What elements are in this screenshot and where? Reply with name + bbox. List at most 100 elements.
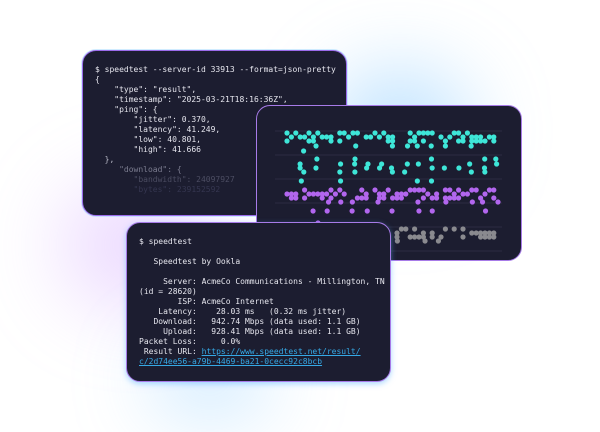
dot [473, 134, 479, 140]
dot [468, 143, 474, 149]
dot [364, 208, 370, 214]
dot [415, 199, 421, 205]
dot [293, 191, 299, 197]
dot [478, 138, 484, 144]
dot [403, 191, 409, 197]
dot [313, 143, 319, 149]
dot [407, 130, 413, 136]
dot [491, 230, 497, 236]
json-line: $ speedtest --server-id 33913 --format=j… [95, 65, 336, 74]
dot [385, 134, 391, 140]
dot [353, 143, 359, 149]
dot [328, 195, 334, 201]
command: $ speedtest [139, 237, 192, 246]
dot [398, 226, 404, 232]
dot [420, 234, 426, 240]
json-line: "type": "result", [95, 85, 197, 94]
dot [313, 165, 319, 171]
dot [284, 191, 290, 197]
dot [451, 195, 457, 201]
dot [297, 165, 303, 171]
dot [310, 191, 316, 197]
dot [482, 230, 488, 236]
dot [315, 191, 321, 197]
dot [491, 134, 497, 140]
dot [428, 156, 435, 162]
isp-line: ISP: AcmeCo Internet [139, 297, 274, 306]
dot [363, 191, 369, 197]
dot [352, 156, 358, 162]
dot [473, 187, 479, 193]
dot [434, 191, 440, 197]
result-url-link[interactable]: https://www.speedtest.net/result/ [201, 347, 361, 356]
dot [298, 178, 304, 184]
json-line: { [95, 75, 100, 84]
dot [420, 195, 426, 201]
dot [425, 191, 431, 197]
dot [364, 165, 370, 171]
dot [429, 165, 435, 171]
dot [412, 138, 418, 144]
dot [389, 208, 395, 214]
dot [302, 187, 308, 193]
dot [404, 161, 410, 167]
dot [381, 130, 387, 136]
dot [328, 134, 334, 140]
dot [337, 138, 343, 144]
dot [415, 161, 421, 167]
dot [352, 169, 358, 175]
dot [414, 143, 420, 149]
dot [464, 130, 470, 136]
dot [460, 191, 466, 197]
dot [469, 230, 475, 236]
json-line: "ping": { [95, 105, 158, 114]
dot [381, 191, 387, 197]
dot [359, 195, 365, 201]
dot [416, 208, 422, 214]
dot [403, 226, 409, 232]
dot [460, 138, 466, 144]
dot [416, 234, 422, 240]
dot [447, 195, 453, 201]
dot [394, 238, 400, 244]
dot [412, 226, 418, 232]
dot [389, 143, 396, 149]
dot [494, 161, 500, 167]
json-line: }, [95, 155, 115, 164]
json-line: "latency": 41.249, [95, 125, 221, 134]
dot [482, 156, 488, 162]
dot [428, 143, 434, 149]
dot [429, 234, 435, 240]
dot [456, 130, 462, 136]
dot [337, 187, 343, 193]
dot [368, 134, 374, 140]
dot [310, 138, 316, 144]
dot [359, 187, 365, 193]
dot [288, 134, 294, 140]
dot [390, 195, 396, 201]
dot [363, 134, 369, 140]
dot [379, 161, 385, 167]
dot [425, 130, 431, 136]
dot [429, 208, 435, 214]
dot [302, 195, 308, 201]
latency-line: Latency: 28.03 ms (0.32 ms jitter) [139, 307, 347, 316]
dot [481, 165, 488, 171]
dot [394, 230, 400, 236]
download-line: Download: 942.74 Mbps (data used: 1.1 GB… [139, 317, 361, 326]
dot [407, 187, 413, 193]
dot [293, 130, 299, 136]
dot [341, 191, 347, 197]
dot [293, 195, 299, 201]
dot [469, 138, 475, 144]
dot [435, 238, 442, 244]
dot [306, 130, 312, 136]
dot [473, 138, 479, 144]
dot [491, 195, 497, 201]
dot [365, 161, 371, 167]
dot [442, 226, 448, 232]
json-line: "jitter": 0.370, [95, 115, 211, 124]
cli-output: $ speedtest Speedtest by Ookla Server: A… [139, 237, 385, 367]
result-url-link-continued[interactable]: c/2d74ee56-a79b-4469-ba21-0cecc92c8bcb [139, 357, 323, 366]
dot [354, 130, 360, 136]
